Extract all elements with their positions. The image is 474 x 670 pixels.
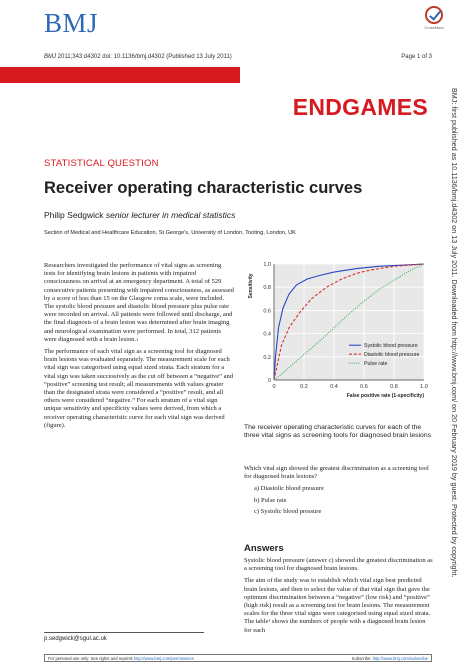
- citation-line: BMJ 2011;343:d4302 doi: 10.1136/bmj.d430…: [44, 54, 232, 60]
- y-axis-label: Sensitivity: [248, 273, 254, 298]
- answers-block: Systolic blood pressure (answer c) showe…: [244, 557, 434, 639]
- y-tick-label: 0.4: [263, 332, 271, 338]
- crossmark-icon: [425, 6, 443, 24]
- email-divider: [44, 632, 204, 633]
- roc-chart: 0 0.2 0.4 0.6 0.8 1.0 0 0.2 0.4 0.6 0.8 1.0 False po…: [248, 262, 428, 399]
- endgames-heading: ENDGAMES: [292, 94, 428, 120]
- article-title: Receiver operating characteristic curves: [44, 179, 363, 197]
- citation-journal: BMJ: [44, 54, 56, 60]
- x-tick-label: 0.8: [390, 384, 398, 390]
- left-column: Researchers investigated the performance…: [44, 262, 234, 434]
- permissions-link[interactable]: http://www.bmj.com/permissions: [133, 655, 194, 661]
- option-a: a) Diastolic blood pressure: [254, 485, 324, 493]
- author-name: Philip Sedgwick: [44, 210, 106, 220]
- author-line: Philip Sedgwick senior lecturer in medic…: [44, 210, 235, 220]
- author-email[interactable]: p.sedgwick@sgul.ac.uk: [44, 636, 107, 642]
- option-b: b) Pulse rate: [254, 496, 287, 504]
- subscribe-link[interactable]: http://www.bmj.com/subscribe: [372, 655, 428, 661]
- y-tick-label: 0.6: [263, 308, 271, 314]
- answers-heading: Answers: [244, 543, 284, 554]
- legend-label-diastolic: Diastolic blood pressure: [364, 352, 419, 358]
- x-axis-label: False positive rate (1-specificity): [347, 393, 425, 399]
- legend-label-pulse: Pulse rate: [364, 361, 387, 367]
- y-tick-label: 0: [268, 378, 271, 384]
- footer-rights: For personal use only: See rights and re…: [48, 656, 194, 661]
- red-header-bar: [0, 67, 240, 83]
- question-block: Which vital sign showed the greatest dis…: [244, 465, 434, 519]
- footer-bar: For personal use only: See rights and re…: [44, 654, 432, 662]
- answer-options: a) Diastolic blood pressure b) Pulse rat…: [244, 485, 434, 516]
- x-tick-label: 1.0: [420, 384, 428, 390]
- body-paragraph-2: The performance of each vital sign as a …: [44, 348, 234, 429]
- series-line-systolic: [273, 263, 425, 381]
- copyright-sidebar: BMJ: first published as 10.1136/bmj.d430…: [448, 88, 462, 648]
- para1-text: Researchers investigated the performance…: [44, 262, 234, 343]
- body-paragraph-1: Researchers investigated the performance…: [44, 262, 234, 344]
- footer-subscribe-text: Subscribe:: [351, 655, 373, 661]
- series-line-pulse: [273, 263, 425, 381]
- y-tick-label: 1.0: [263, 262, 271, 268]
- answer-paragraph-1: Systolic blood pressure (answer c) showe…: [244, 557, 433, 573]
- x-tick-label: 0.2: [300, 384, 308, 390]
- crossmark-label: CrossMark: [424, 25, 444, 30]
- y-tick-label: 0.2: [263, 355, 271, 361]
- crossmark-badge[interactable]: CrossMark: [421, 6, 447, 30]
- x-tick-label: 0.6: [360, 384, 368, 390]
- x-tick-label: 0.4: [330, 384, 338, 390]
- footer-subscribe: Subscribe: http://www.bmj.com/subscribe: [352, 656, 428, 661]
- affiliation: Section of Medical and Healthcare Educat…: [44, 230, 296, 236]
- bmj-logo[interactable]: BMJ: [44, 8, 99, 38]
- sidebar-text[interactable]: BMJ: first published as 10.1136/bmj.d430…: [450, 88, 459, 578]
- author-role: senior lecturer in medical statistics: [105, 210, 236, 220]
- reference-marker[interactable]: 1: [136, 336, 139, 342]
- footer-rights-text: For personal use only: See rights and re…: [48, 655, 134, 661]
- figure-caption: The receiver operating characteristic cu…: [244, 424, 432, 439]
- option-c: c) Systolic blood pressure: [254, 507, 322, 515]
- section-label: STATISTICAL QUESTION: [44, 158, 159, 169]
- y-tick-label: 0.8: [263, 285, 271, 291]
- x-tick-label: 0: [272, 384, 275, 390]
- page-number: Page 1 of 3: [401, 54, 432, 60]
- answer-paragraph-2: The aim of the study was to establish wh…: [244, 577, 431, 634]
- legend-label-systolic: Systolic blood pressure: [364, 343, 418, 349]
- question-text: Which vital sign showed the greatest dis…: [244, 465, 429, 481]
- plot-area: [274, 264, 424, 380]
- citation-details: 2011;343:d4302 doi: 10.1136/bmj.d4302 (P…: [56, 54, 232, 60]
